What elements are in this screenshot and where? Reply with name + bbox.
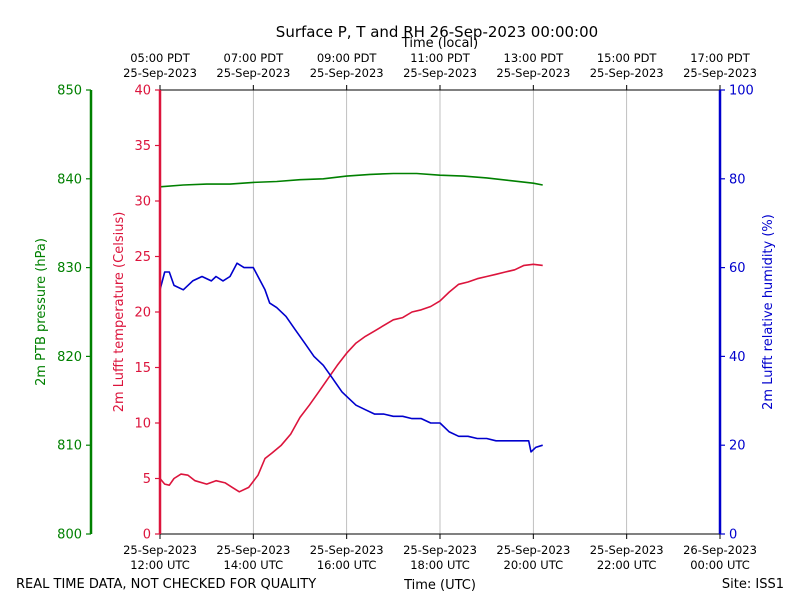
temperature-tick-label: 15 [134, 361, 151, 376]
x-axis-top-label: Time (local) [401, 36, 478, 51]
x-tick-label-bottom: 12:00 UTC [130, 558, 190, 572]
x-tick-label-top: 25-Sep-2023 [590, 66, 664, 80]
humidity-tick-label: 60 [729, 261, 746, 276]
x-tick-label-bottom: 25-Sep-2023 [403, 543, 477, 557]
pressure-series-line [159, 172, 543, 188]
chart-title: Surface P, T and RH 26-Sep-2023 00:00:00 [276, 23, 598, 41]
x-axis-bottom-label: Time (UTC) [403, 578, 476, 593]
pressure-tick-label: 830 [57, 261, 82, 276]
pressure-axis-label: 2m PTB pressure (hPa) [34, 238, 49, 386]
x-tick-label-bottom: 25-Sep-2023 [310, 543, 384, 557]
temperature-tick-label: 25 [134, 250, 151, 265]
pressure-tick-label: 850 [57, 84, 82, 99]
humidity-tick-label: 40 [729, 350, 746, 365]
x-tick-label-bottom: 14:00 UTC [224, 558, 284, 572]
x-tick-label-top: 25-Sep-2023 [683, 66, 757, 80]
series-layer [159, 172, 543, 493]
x-tick-label-top: 25-Sep-2023 [496, 66, 570, 80]
x-tick-label-top: 09:00 PDT [317, 51, 378, 65]
x-tick-label-top: 25-Sep-2023 [403, 66, 477, 80]
temperature-series-line [159, 263, 543, 493]
site-label: Site: ISS1 [722, 577, 784, 592]
x-tick-label-top: 25-Sep-2023 [310, 66, 384, 80]
humidity-series-line [159, 262, 543, 453]
temperature-axis-label: 2m Lufft temperature (Celsius) [112, 212, 127, 413]
x-tick-label-top: 15:00 PDT [597, 51, 658, 65]
temperature-tick-label: 30 [134, 195, 151, 210]
temperature-tick-label: 10 [134, 417, 151, 432]
temperature-tick-label: 5 [143, 472, 151, 487]
x-tick-label-bottom: 00:00 UTC [690, 558, 750, 572]
humidity-tick-label: 80 [729, 172, 746, 187]
temperature-tick-label: 35 [134, 139, 151, 154]
x-tick-label-bottom: 20:00 UTC [504, 558, 564, 572]
x-tick-label-top: 13:00 PDT [504, 51, 565, 65]
x-tick-label-bottom: 25-Sep-2023 [496, 543, 570, 557]
x-tick-label-top: 17:00 PDT [690, 51, 751, 65]
pressure-tick-label: 810 [57, 439, 82, 454]
humidity-tick-label: 100 [729, 84, 754, 99]
x-tick-label-bottom: 26-Sep-2023 [683, 543, 757, 557]
x-tick-label-top: 05:00 PDT [130, 51, 191, 65]
x-tick-label-top: 11:00 PDT [410, 51, 471, 65]
humidity-axis-label: 2m Lufft relative humidity (%) [761, 214, 776, 410]
x-tick-label-bottom: 25-Sep-2023 [216, 543, 290, 557]
temperature-tick-label: 40 [134, 84, 151, 99]
pressure-tick-label: 840 [57, 172, 82, 187]
temperature-tick-label: 20 [134, 306, 151, 321]
x-tick-label-bottom: 25-Sep-2023 [123, 543, 197, 557]
humidity-tick-label: 0 [729, 528, 737, 543]
x-tick-label-bottom: 22:00 UTC [597, 558, 657, 572]
x-tick-label-bottom: 16:00 UTC [317, 558, 377, 572]
x-tick-label-top: 07:00 PDT [224, 51, 285, 65]
pressure-tick-label: 820 [57, 350, 82, 365]
humidity-tick-label: 20 [729, 439, 746, 454]
quality-disclaimer: REAL TIME DATA, NOT CHECKED FOR QUALITY [16, 577, 316, 592]
x-tick-label-top: 25-Sep-2023 [216, 66, 290, 80]
x-tick-label-top: 25-Sep-2023 [123, 66, 197, 80]
x-tick-label-bottom: 18:00 UTC [410, 558, 470, 572]
pressure-tick-label: 800 [57, 528, 82, 543]
text-layer: Surface P, T and RH 26-Sep-2023 00:00:00… [16, 23, 784, 593]
temperature-tick-label: 0 [143, 528, 151, 543]
x-tick-label-bottom: 25-Sep-2023 [590, 543, 664, 557]
